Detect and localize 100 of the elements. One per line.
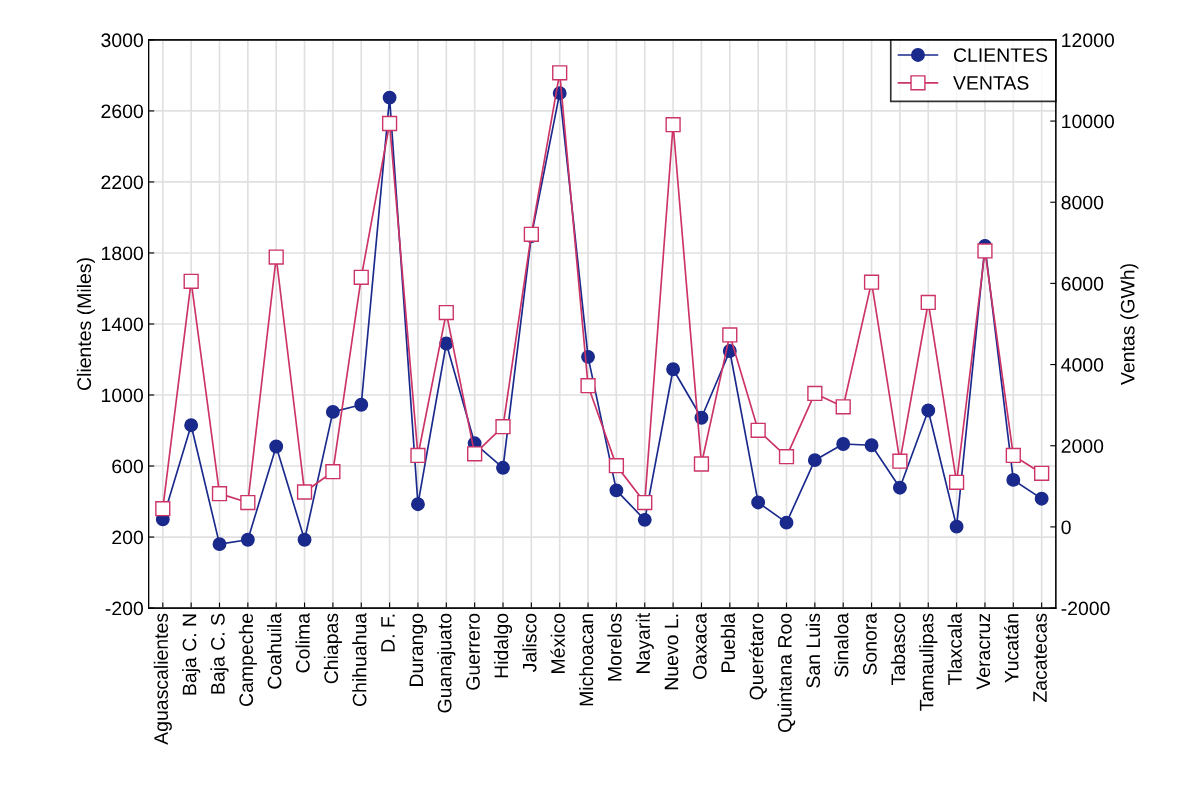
x-tick-label: Jalisco [522,613,537,673]
y-axis-title: Clientes (Miles) [76,258,95,390]
point [1006,472,1021,487]
y2-tick-label: 0 [1061,520,1071,535]
x-tick-label: Baja C. S [210,613,229,694]
y-tick-label: 3000 [101,33,144,48]
point [155,501,171,517]
point [608,457,625,474]
point [354,397,369,412]
y2-tick-label: 8000 [1061,195,1104,210]
x-tick-label: Nayarit [635,613,654,673]
y2-tick-label: 4000 [1061,358,1104,372]
x-tick-label: Sinaloa [834,612,849,677]
point [381,115,398,132]
point [1005,447,1021,464]
point [836,437,851,451]
point [949,519,964,534]
point [693,456,710,472]
point [637,494,653,511]
point [779,515,794,530]
x-tick-label: D. F. [381,614,395,652]
x-tick-label: Tamaulipas [919,613,938,711]
point [863,274,880,290]
x-tick-label: Tlaxcala [947,612,962,685]
point [296,484,313,500]
x-tick-label: Chiapas [323,613,342,684]
x-tick-label: Chihuahua [352,612,367,706]
x-tick-label: Zacatecas [1033,613,1047,703]
point [666,362,681,377]
point [382,90,397,105]
y2-tick-label: 10000 [1062,114,1114,129]
point [297,532,312,547]
point [835,399,851,415]
x-tick-label: Guanajuato [437,613,456,713]
y2-tick-label: 6000 [1061,276,1104,291]
x-tick-label: México [550,613,565,673]
x-tick-label: Colima [295,612,310,673]
x-tick-label: Guerrero [466,613,480,690]
point [892,453,908,469]
point [665,117,681,133]
y-tick-label: 2200 [101,175,144,190]
x-tick-label: Yucatán [1004,614,1019,683]
point [411,497,425,512]
x-tick-label: Campeche [238,613,257,706]
x-tick-label: Sonora [863,612,877,675]
point [892,480,907,495]
x-tick-label: Baja C. N [182,614,201,695]
point [807,453,822,468]
point [750,422,766,438]
y2-tick-label: -2000 [1061,601,1110,616]
point [1034,491,1049,506]
point [353,269,369,285]
x-tick-label: Aguascalientes [153,613,172,745]
x-tick-label: Michoacan [578,614,594,706]
x-tick-label: Morelos [607,613,622,681]
point [637,512,652,527]
y2-axis-title: Ventas (GWh) [1120,264,1139,385]
point [269,439,284,454]
x-tick-label: Veracruz [976,613,991,690]
y-tick-label: 200 [112,530,144,545]
point [1034,465,1050,481]
point [751,495,766,510]
x-tick-label: Nuevo L. [664,614,679,690]
point [183,273,199,290]
x-tick-label: Oaxaca [692,612,707,680]
legend-label: VENTAS [953,76,1029,90]
point [495,419,511,435]
x-tick-label: Durango [409,613,428,686]
point [184,418,199,433]
point [212,537,227,552]
x-tick-label: Querétaro [748,613,767,700]
y-tick-label: 1400 [101,317,144,332]
point [609,483,624,498]
x-tick-label: Tabasco [890,613,906,685]
point [580,378,596,394]
point [211,485,228,502]
point [325,404,340,419]
point [864,438,879,453]
point [496,460,510,475]
point [325,464,341,480]
point [240,532,255,547]
y-tick-label: 1800 [101,246,144,261]
x-tick-label: Quintana Roo [777,613,796,732]
point [948,474,965,490]
point [268,249,284,265]
point [438,304,454,321]
x-tick-label: Puebla [720,612,736,672]
point [920,294,936,311]
point [778,449,795,465]
y-tick-label: -200 [105,601,144,616]
point [977,243,993,259]
point [410,447,426,464]
point [467,446,483,462]
legend-label: CLIENTES [953,48,1048,62]
point [807,385,823,402]
y2-tick-label: 12000 [1062,33,1114,48]
point [240,494,256,511]
point [722,327,738,343]
y-tick-label: 2600 [101,104,144,119]
y-tick-label: 600 [112,459,144,474]
